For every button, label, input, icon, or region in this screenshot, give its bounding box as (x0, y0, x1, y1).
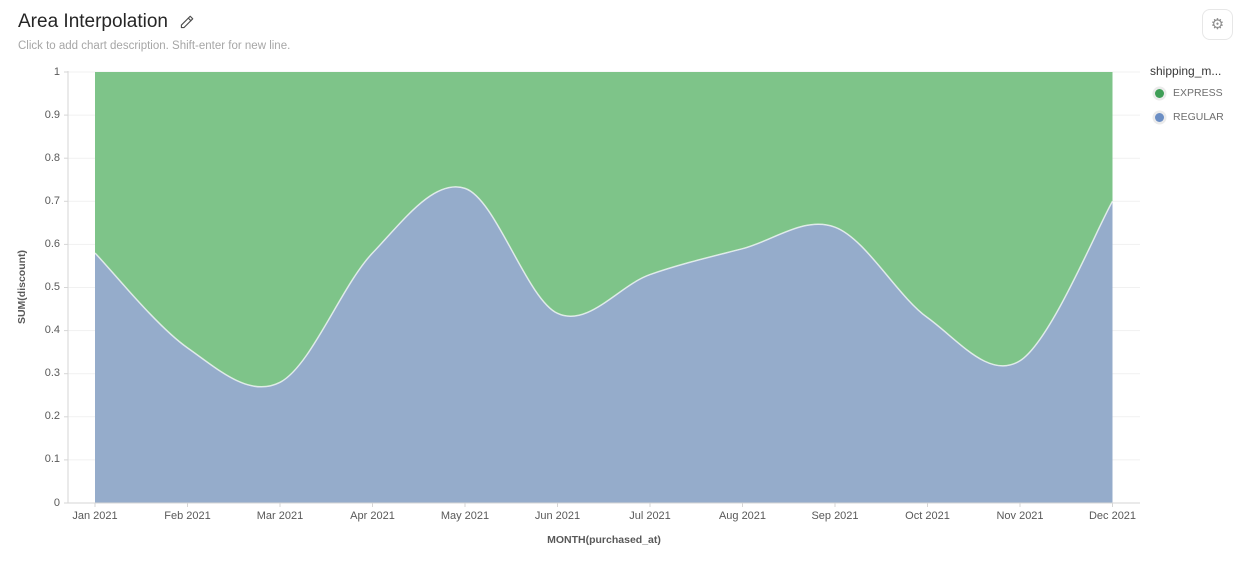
y-tick-label: 0.7 (44, 194, 60, 207)
x-tick-label: Apr 2021 (350, 510, 395, 522)
x-tick-label: Jul 2021 (629, 510, 671, 522)
x-tick-label: Jun 2021 (534, 510, 581, 522)
chart-title[interactable]: Area Interpolation (18, 11, 168, 32)
x-tick-label: Feb 2021 (164, 510, 211, 522)
series-boundary-line (94, 186, 1114, 388)
y-tick-label: 0.8 (44, 151, 60, 164)
y-tick-label: 0.6 (44, 237, 60, 250)
x-tick-label: Dec 2021 (1088, 510, 1137, 522)
legend-label: REGULAR (1173, 111, 1224, 123)
edit-pencil-icon[interactable] (179, 14, 195, 30)
y-tick-label: 0.5 (44, 281, 60, 293)
x-tick-label: May 2021 (440, 510, 490, 522)
y-tick-label: 0.9 (44, 108, 60, 121)
y-tick-label: 0.1 (44, 453, 60, 466)
legend-title: shipping_m... (1150, 64, 1222, 78)
legend-item-regular[interactable]: REGULAR (1155, 111, 1240, 123)
x-tick-label: Jan 2021 (72, 510, 118, 522)
settings-button[interactable]: ⚙ (1202, 9, 1233, 40)
y-tick-label: 0.4 (44, 324, 60, 337)
legend-label: EXPRESS (1173, 87, 1223, 99)
y-tick-label: 0.3 (44, 367, 60, 380)
x-tick-label: Nov 2021 (996, 510, 1044, 522)
regular-series-dot-icon (1155, 112, 1164, 122)
y-tick-label: 1 (53, 65, 60, 78)
express-area[interactable] (95, 72, 1113, 387)
y-tick-label: 0.2 (44, 410, 60, 423)
x-tick-label: Oct 2021 (905, 510, 950, 522)
chart-description-placeholder[interactable]: Click to add chart description. Shift-en… (18, 40, 291, 52)
x-tick-label: Aug 2021 (718, 510, 767, 522)
x-axis-title: MONTH(purchased_at) (547, 534, 661, 546)
express-series-dot-icon (1155, 88, 1164, 98)
y-axis-title: SUM(discount) (16, 249, 28, 325)
regular-area[interactable] (95, 186, 1113, 503)
legend-item-express[interactable]: EXPRESS (1155, 87, 1240, 99)
x-tick-label: Mar 2021 (256, 510, 304, 522)
gear-icon: ⚙ (1210, 16, 1225, 33)
x-tick-label: Sep 2021 (811, 510, 859, 522)
legend: shipping_m... EXPRESS REGULAR (1150, 64, 1240, 135)
page-title-row: Area Interpolation (18, 11, 195, 33)
y-tick-label: 0 (53, 496, 60, 509)
